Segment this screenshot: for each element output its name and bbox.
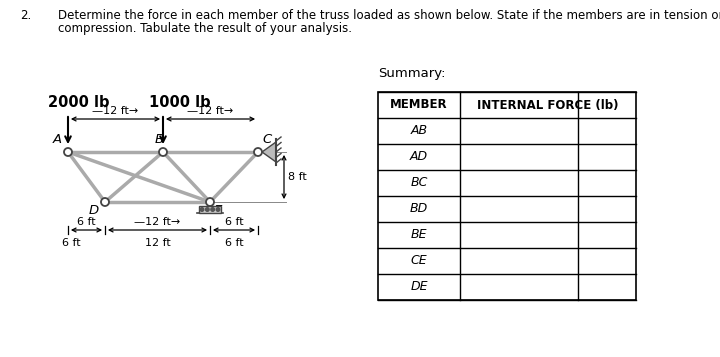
- Text: DE: DE: [410, 281, 428, 293]
- Text: Summary:: Summary:: [378, 67, 446, 80]
- Circle shape: [200, 208, 204, 211]
- Text: 12 ft: 12 ft: [145, 238, 171, 248]
- Text: MEMBER: MEMBER: [390, 99, 448, 111]
- Text: —12 ft→: —12 ft→: [187, 106, 233, 116]
- Text: —12 ft→: —12 ft→: [92, 106, 139, 116]
- Bar: [378, 92, 636, 300]
- Text: 6 ft: 6 ft: [62, 238, 81, 248]
- Text: 2.: 2.: [20, 9, 31, 22]
- Circle shape: [211, 208, 215, 211]
- Text: BE: BE: [410, 228, 427, 241]
- Circle shape: [64, 148, 72, 156]
- Text: BC: BC: [410, 176, 428, 190]
- Text: AB: AB: [410, 125, 428, 137]
- Text: 6 ft: 6 ft: [77, 217, 96, 227]
- Circle shape: [205, 208, 209, 211]
- Text: BD: BD: [410, 202, 428, 216]
- Text: A: A: [53, 133, 62, 146]
- Text: 8 ft: 8 ft: [288, 172, 307, 182]
- Circle shape: [216, 208, 220, 211]
- Circle shape: [101, 198, 109, 206]
- Text: 6 ft: 6 ft: [225, 217, 243, 227]
- Text: —12 ft→: —12 ft→: [135, 217, 181, 227]
- Text: B: B: [154, 133, 163, 146]
- Text: E: E: [214, 204, 222, 217]
- Circle shape: [206, 198, 214, 206]
- Text: CE: CE: [410, 255, 427, 267]
- Circle shape: [254, 148, 262, 156]
- Circle shape: [159, 148, 167, 156]
- Text: C: C: [262, 133, 271, 146]
- Text: 6 ft: 6 ft: [225, 238, 243, 248]
- Text: 1000 lb: 1000 lb: [149, 95, 211, 110]
- Text: AD: AD: [410, 151, 428, 164]
- Polygon shape: [262, 142, 276, 162]
- Bar: [199, 206, 221, 213]
- Text: compression. Tabulate the result of your analysis.: compression. Tabulate the result of your…: [58, 22, 352, 35]
- Text: D: D: [89, 204, 99, 217]
- Text: INTERNAL FORCE (lb): INTERNAL FORCE (lb): [477, 99, 618, 111]
- Text: 2000 lb: 2000 lb: [48, 95, 109, 110]
- Text: Determine the force in each member of the truss loaded as shown below. State if : Determine the force in each member of th…: [58, 9, 720, 22]
